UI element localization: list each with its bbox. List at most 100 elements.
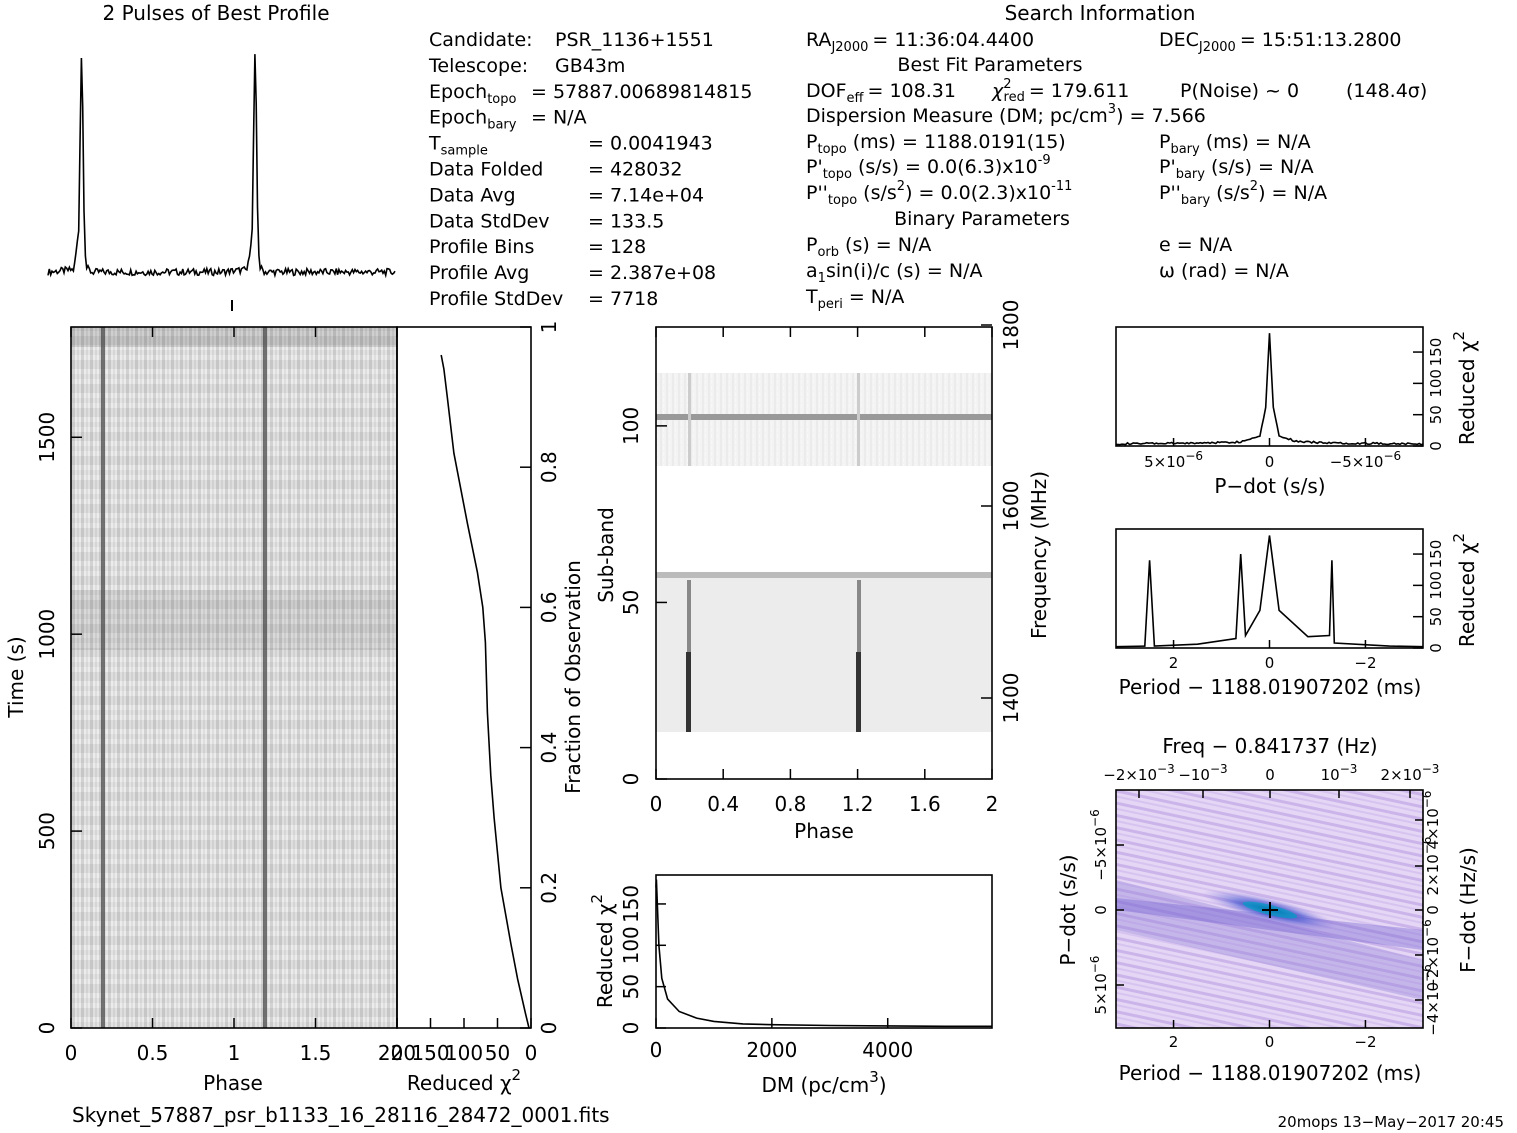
ppdot-peak-marker — [1262, 902, 1278, 918]
fdot-tick: 0 — [1424, 905, 1442, 915]
tp-ytick: 500 — [35, 812, 59, 850]
tperi-line: Tperi = N/A — [805, 286, 904, 312]
best-fit-header: Best Fit Parameters — [897, 54, 1082, 76]
subband-pulse-1 — [686, 652, 691, 732]
fdot-tick: −2×10−6 — [1420, 919, 1442, 990]
period-xlabel: Period − 1188.01907202 (ms) — [1119, 675, 1422, 699]
info-row: Tsample = 0.0041943 — [428, 133, 713, 159]
sb-xtick: 1.6 — [909, 792, 941, 816]
chi-time-curve — [440, 354, 530, 1029]
freq-tick: −2×10−3 — [1103, 762, 1174, 784]
tp-ytick: 1500 — [35, 412, 59, 463]
info-row: Data Avg = 7.14e+04 — [429, 184, 704, 206]
fraction-tick: 0.8 — [537, 451, 561, 483]
info-row: Telescope: GB43m — [428, 55, 625, 77]
binary-header: Binary Parameters — [894, 208, 1070, 230]
tp-xtick: 1 — [228, 1041, 241, 1065]
dof-line: DOFeff = 108.31 — [806, 80, 956, 106]
period-curve — [1115, 535, 1424, 648]
dm-ytick: 100 — [619, 926, 643, 964]
time-phase-xlabel: Phase — [203, 1071, 263, 1095]
dm-xtick: 0 — [650, 1038, 663, 1062]
sb-ytick: 50 — [619, 590, 643, 615]
pdot-curve — [1115, 333, 1424, 446]
period-xtick: −2 — [1354, 654, 1376, 672]
ppdot-ytick: 5×10−6 — [1088, 956, 1110, 1015]
freq-tick: 1600 — [999, 481, 1023, 532]
ppdot-map: 2 0 −2 −2×10−3 −10−3 0 10−3 2×10−3 −5×10−6 0 5×10−… — [1088, 762, 1442, 1051]
freq-tick: −10−3 — [1178, 762, 1227, 784]
dm-plot: 0 2000 4000 0 50 100 150 — [619, 874, 993, 1062]
freq-tick: 2×10−3 — [1381, 762, 1440, 784]
fraction-tick: 0.2 — [537, 872, 561, 904]
footer-filename: Skynet_57887_psr_b1133_16_28116_28472_00… — [72, 1103, 610, 1127]
sb-ytick: 100 — [619, 407, 643, 445]
fraction-tick: 0.4 — [537, 732, 561, 764]
tp-ytick: 1000 — [35, 609, 59, 660]
pdot-xtick: −5×10−6 — [1330, 449, 1401, 471]
sb-ytick: 0 — [619, 773, 643, 786]
dm-ylabel: Reduced χ2 — [588, 894, 617, 1008]
info-row: Data StdDev = 133.5 — [429, 210, 664, 232]
info-row: Profile Avg = 2.387e+08 — [429, 262, 716, 284]
period-ytick: 50 — [1427, 607, 1445, 626]
pulse-track-1 — [101, 327, 105, 1028]
profile-curve — [47, 54, 396, 279]
fdot-tick: −4×10−6 — [1420, 964, 1442, 1035]
freq-tick: 1400 — [999, 673, 1023, 724]
sb-xtick: 0 — [650, 792, 663, 816]
sb-xtick: 0.8 — [774, 792, 806, 816]
pdot-xtick: 5×10−6 — [1144, 449, 1203, 471]
pdot-ytick: 50 — [1427, 405, 1445, 424]
sb-xtick: 2 — [986, 792, 999, 816]
fdot-label: F−dot (Hz/s) — [1456, 847, 1480, 973]
tp-xtick: 1.5 — [300, 1041, 332, 1065]
freq-tick: 1800 — [999, 300, 1023, 351]
info-row: Epochtopo = 57887.00689814815 — [429, 81, 752, 107]
subband-phase-plot: 0 0.4 0.8 1.2 1.6 2 0 50 100 1400 1600 1800 — [619, 300, 1023, 816]
pulse-track-2 — [263, 327, 267, 1028]
chi-time-xtick: 150 — [411, 1041, 449, 1065]
candidate-info: Candidate: PSR_1136+1551 Telescope: GB43m Ep… — [428, 29, 752, 310]
pdot-xtick: 0 — [1265, 453, 1275, 471]
fraction-tick: 0 — [537, 1022, 561, 1035]
dm-curve — [655, 879, 992, 1028]
dm-ytick: 0 — [619, 1022, 643, 1035]
sigma-line: (148.4σ) — [1346, 80, 1427, 102]
period-ylabel: Reduced χ2 — [1450, 533, 1479, 647]
subband-xlabel: Phase — [794, 819, 854, 843]
tp-ytick: 0 — [35, 1022, 59, 1035]
pdot-ylabel: Reduced χ2 — [1450, 331, 1479, 445]
pdot-plot: 5×10−6 0 −5×10−6 0 50 100 150 — [1115, 326, 1445, 471]
time-phase-ylabel: Time (s) — [4, 636, 28, 718]
period-ytick: 100 — [1427, 571, 1445, 600]
ppdot-xtick: −2 — [1354, 1033, 1376, 1051]
chi-red-line: χ2 red = 179.611 — [991, 77, 1129, 105]
info-row: Profile Bins = 128 — [429, 236, 646, 258]
period-ytick: 0 — [1427, 643, 1445, 653]
pdot-topo-line: P'topo (s/s) = 0.0(6.3)x10-9 — [806, 153, 1051, 182]
info-row: Profile StdDev = 7718 — [429, 288, 658, 310]
chi-time-xlabel: Reduced χ2 — [407, 1066, 521, 1095]
freq-tick: 0 — [1265, 766, 1275, 784]
ppdot-ylabel: P−dot (s/s) — [1056, 854, 1080, 965]
dec-label: DECJ2000 = 15:51:13.2800 — [1159, 29, 1402, 55]
profile-title: 2 Pulses of Best Profile — [103, 1, 330, 25]
pnoise-line: P(Noise) ~ 0 — [1180, 80, 1299, 102]
dm-line: Dispersion Measure (DM; pc/cm3) = 7.566 — [806, 102, 1206, 127]
ppdot-ytick: 0 — [1092, 905, 1110, 915]
chi-time-xtick: 200 — [378, 1041, 416, 1065]
ppdot-xtick: 0 — [1265, 1033, 1275, 1051]
ppdot-ytick: −5×10−6 — [1088, 809, 1110, 880]
period-ytick: 150 — [1427, 540, 1445, 569]
info-row: Candidate: PSR_1136+1551 — [429, 29, 714, 51]
info-row: Data Folded = 428032 — [429, 159, 683, 181]
ppdot-xtick: 2 — [1169, 1033, 1179, 1051]
chi-time-xtick: 0 — [525, 1041, 538, 1065]
subband-ylabel: Sub-band — [594, 507, 618, 603]
pdot-xlabel: P−dot (s/s) — [1214, 474, 1325, 498]
porb-line: Porb (s) = N/A — [806, 234, 931, 260]
profile-plot — [47, 54, 396, 311]
